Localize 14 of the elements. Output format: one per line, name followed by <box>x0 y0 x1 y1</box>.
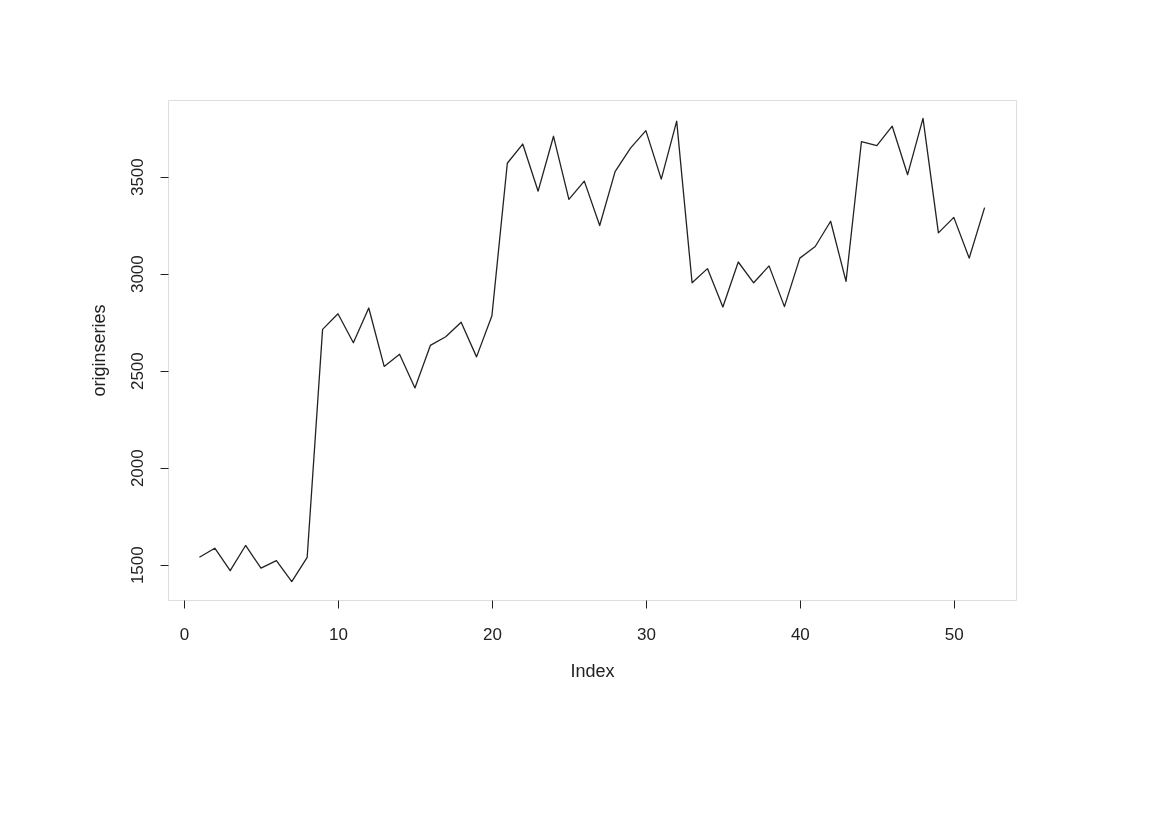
y-tick-label: 2000 <box>127 449 147 488</box>
x-tick-label: 30 <box>636 624 656 644</box>
x-tick-label: 0 <box>179 624 190 644</box>
y-tick-label: 3000 <box>127 255 147 294</box>
y-tick-label: 2500 <box>127 352 147 391</box>
x-tick-label: 50 <box>944 624 964 644</box>
x-tick-label: 10 <box>329 624 348 644</box>
x-tick-label: 20 <box>482 624 502 644</box>
y-tick-label: 3500 <box>127 158 147 197</box>
y-axis-title: originseries <box>88 304 109 397</box>
x-tick-label: 40 <box>790 624 810 644</box>
x-axis-title: Index <box>570 660 615 681</box>
y-tick-label: 1500 <box>127 546 147 585</box>
line-series <box>198 117 986 583</box>
